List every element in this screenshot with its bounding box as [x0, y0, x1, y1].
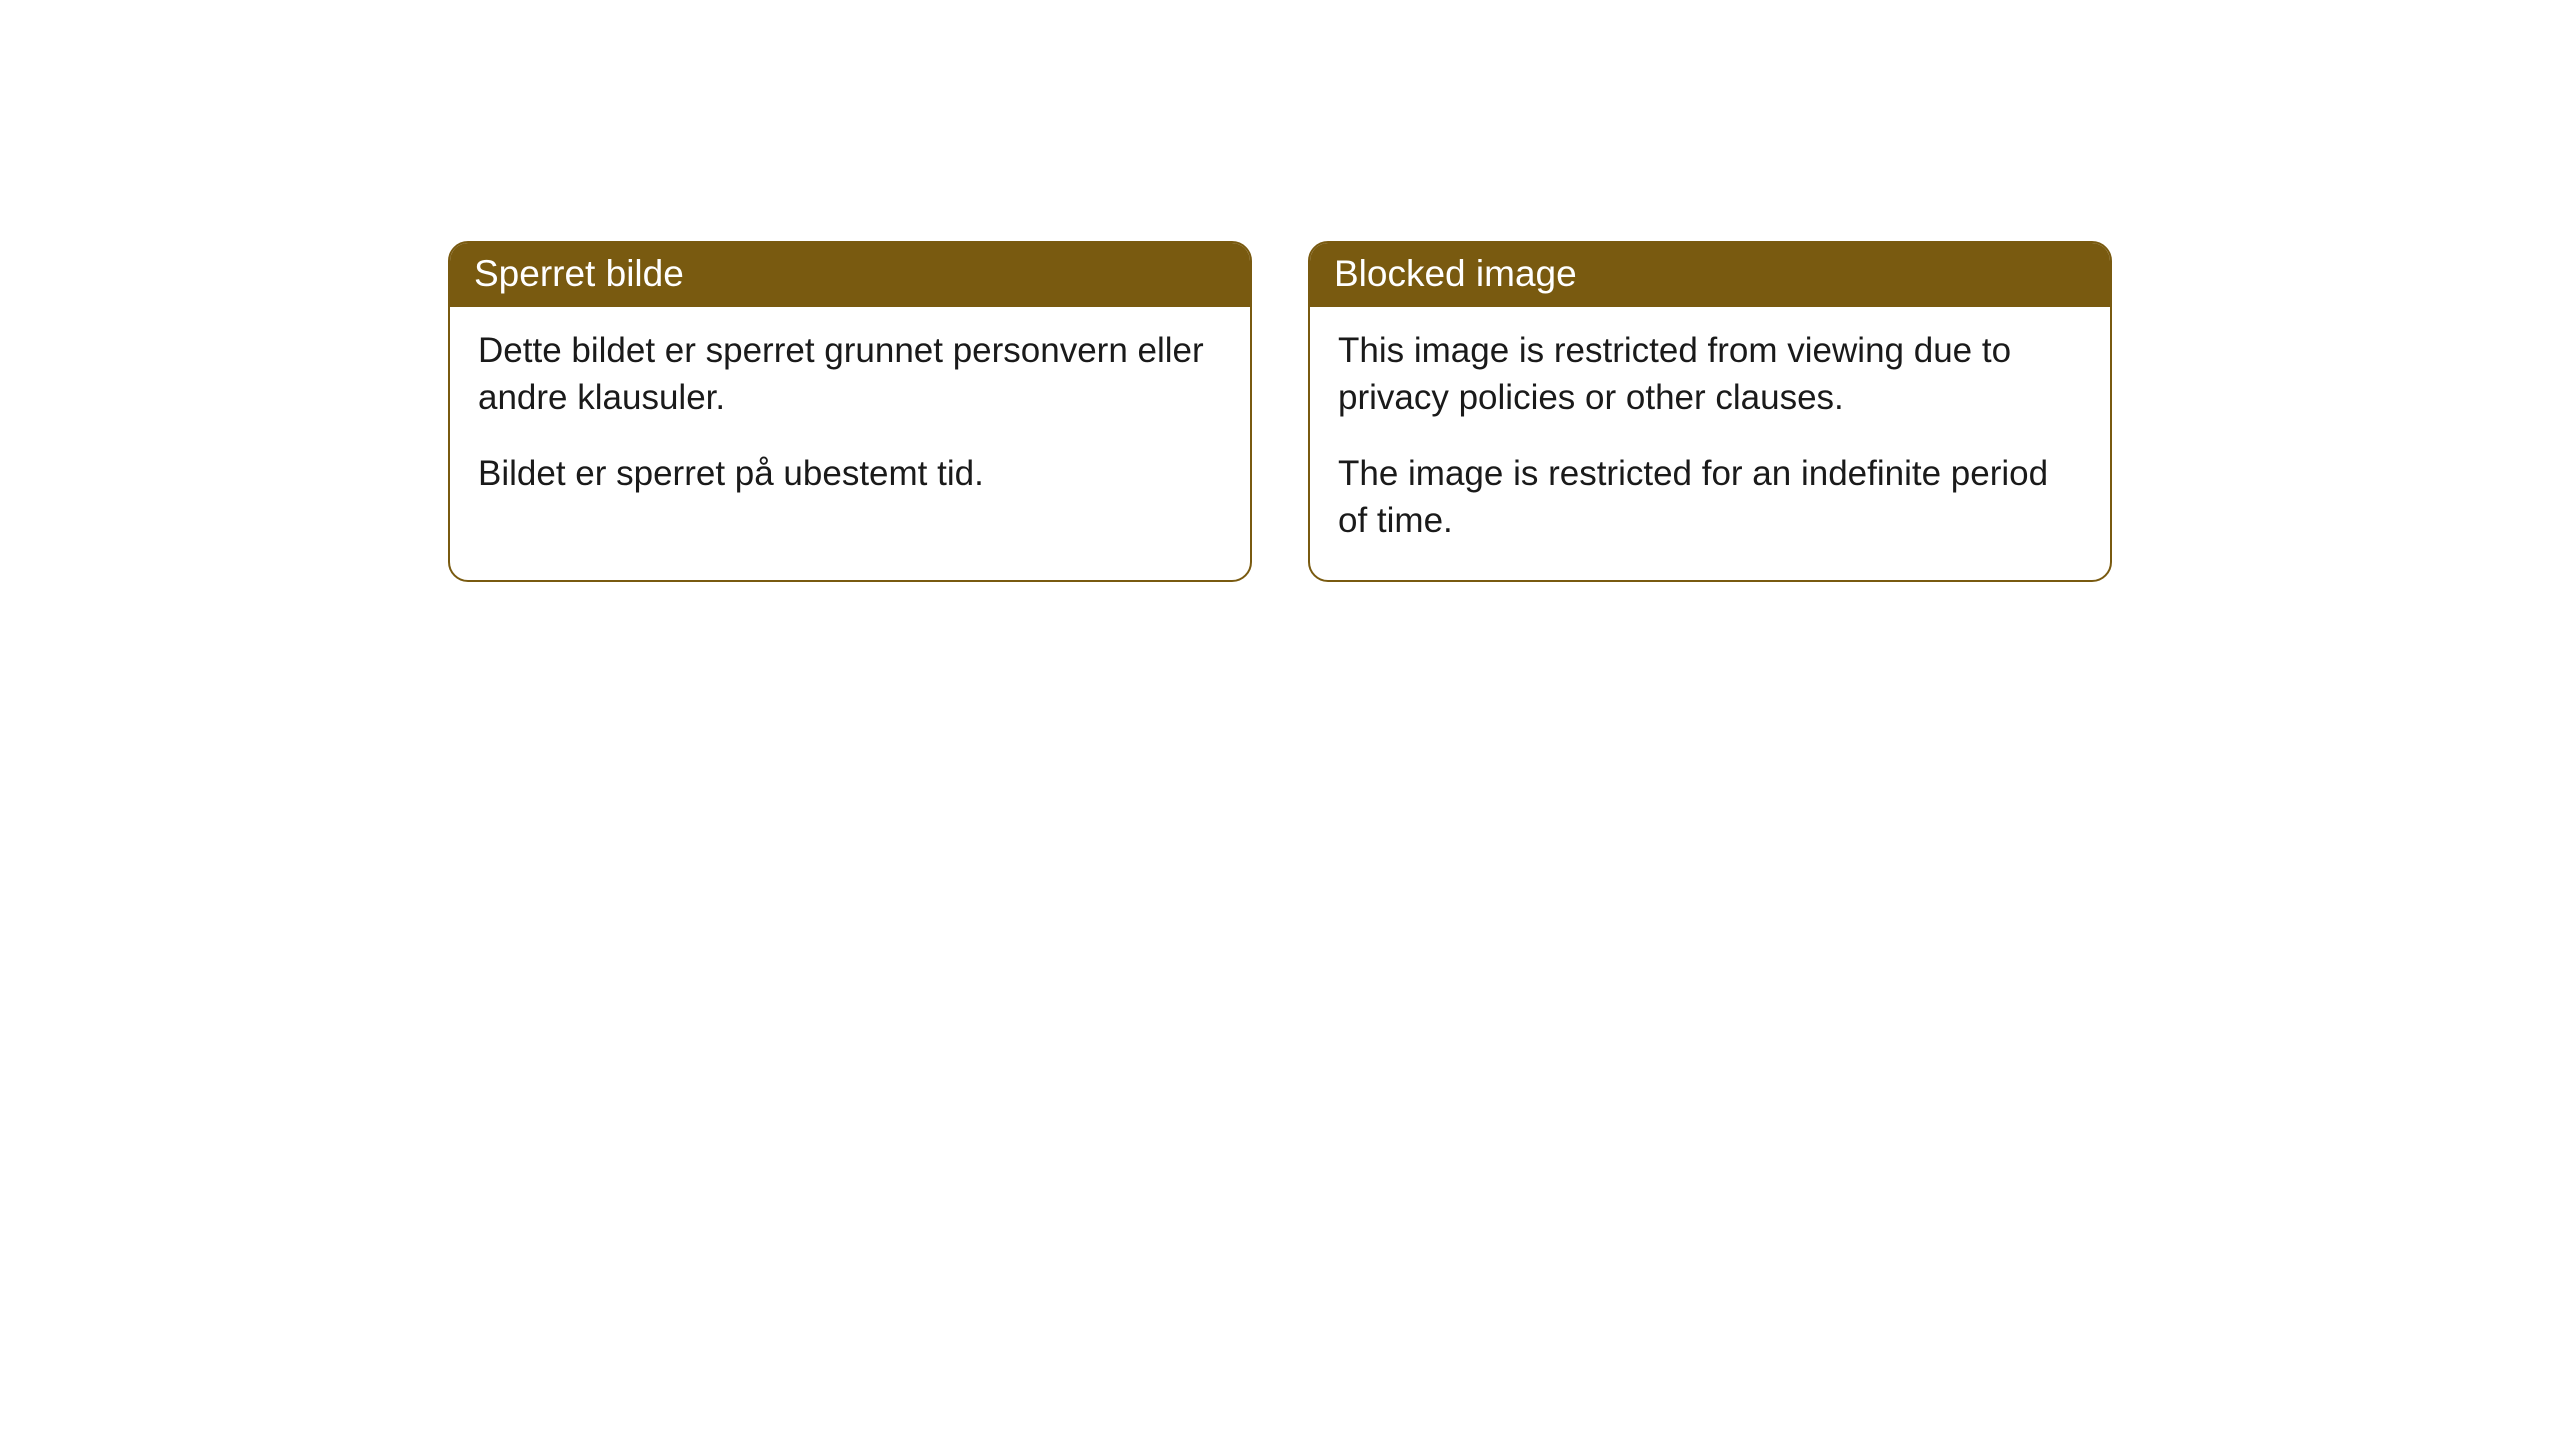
card-header-english: Blocked image: [1310, 243, 2110, 307]
notice-cards-container: Sperret bilde Dette bildet er sperret gr…: [448, 241, 2112, 582]
blocked-image-card-norwegian: Sperret bilde Dette bildet er sperret gr…: [448, 241, 1252, 582]
card-paragraph-1-english: This image is restricted from viewing du…: [1338, 327, 2082, 422]
card-body-english: This image is restricted from viewing du…: [1310, 307, 2110, 580]
card-paragraph-2-norwegian: Bildet er sperret på ubestemt tid.: [478, 450, 1222, 497]
blocked-image-card-english: Blocked image This image is restricted f…: [1308, 241, 2112, 582]
card-paragraph-2-english: The image is restricted for an indefinit…: [1338, 450, 2082, 545]
card-paragraph-1-norwegian: Dette bildet er sperret grunnet personve…: [478, 327, 1222, 422]
card-body-norwegian: Dette bildet er sperret grunnet personve…: [450, 307, 1250, 533]
card-header-norwegian: Sperret bilde: [450, 243, 1250, 307]
